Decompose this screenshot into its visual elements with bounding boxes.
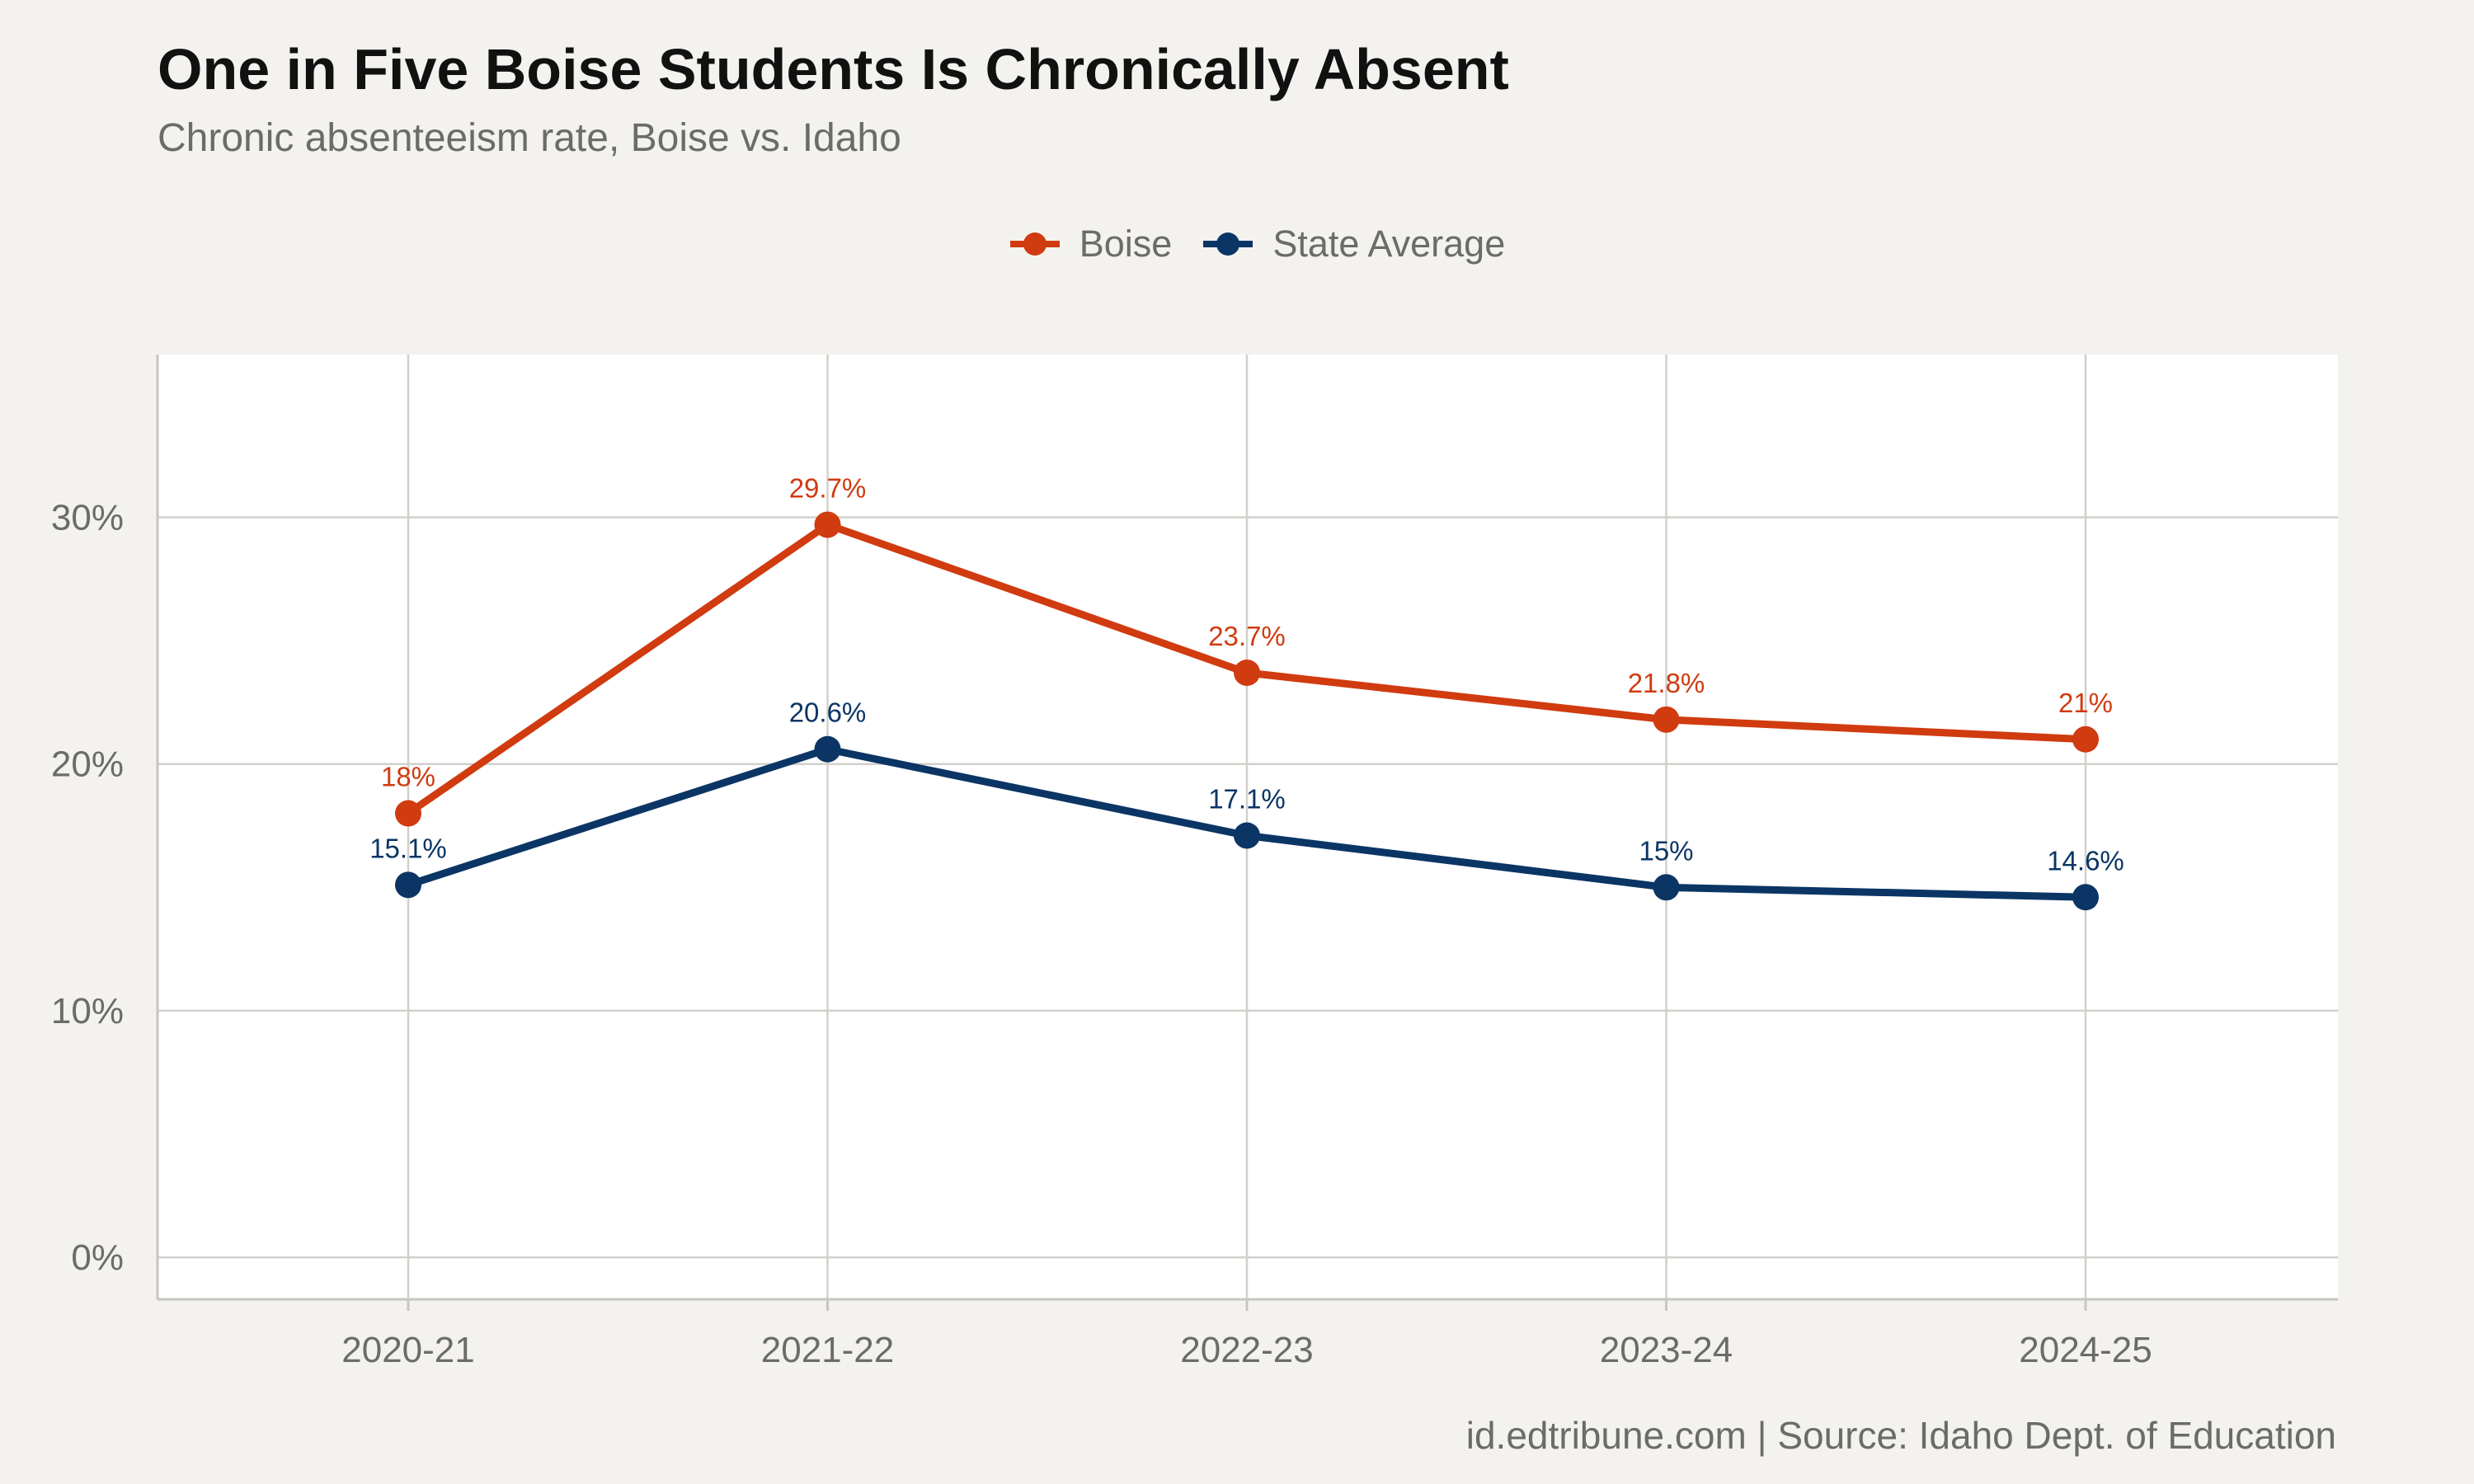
data-label-boise: 21%: [2058, 688, 2113, 718]
chart-caption: id.edtribune.com | Source: Idaho Dept. o…: [1465, 1414, 2336, 1457]
data-label-boise: 23.7%: [1208, 621, 1286, 651]
data-point-boise: [2072, 726, 2099, 753]
x-tick-label: 2020-21: [341, 1330, 474, 1370]
y-tick-label: 30%: [51, 497, 124, 538]
axis-tick-labels: 0% 10% 20% 30% 2020-21 2021-22 2022-23 2023-24 2…: [51, 497, 2152, 1370]
y-tick-label: 20%: [51, 744, 124, 785]
data-label-state-average: 15%: [1639, 835, 1693, 866]
legend-label-state-average: State Average: [1272, 223, 1506, 265]
data-label-state-average: 20.6%: [789, 697, 867, 728]
legend-key-state-average: [1203, 232, 1253, 256]
data-point-state-average: [1653, 874, 1680, 901]
x-tick-label: 2024-25: [2019, 1330, 2152, 1370]
data-point-boise: [395, 800, 421, 827]
data-label-boise: 29.7%: [789, 472, 867, 503]
legend-item-boise: Boise: [1009, 223, 1173, 265]
data-label-state-average: 17.1%: [1208, 783, 1286, 814]
legend-item-state-average: State Average: [1202, 223, 1505, 265]
x-tick-label: 2022-23: [1180, 1330, 1313, 1370]
series-boise: 18% 29.7% 23.7% 21.8% 21%: [381, 472, 2113, 827]
chart-title: One in Five Boise Students Is Chronicall…: [158, 37, 1509, 101]
data-label-state-average: 15.1%: [369, 833, 447, 863]
series-layer: 18%29.7%23.7%21.8%21%15.1%20.6%17.1%15% 1…: [369, 472, 2124, 911]
data-point-boise: [1653, 706, 1680, 733]
data-point-boise: [814, 511, 841, 538]
chart-subtitle: Chronic absenteeism rate, Boise vs. Idah…: [158, 116, 901, 160]
data-label-boise: 21.8%: [1628, 668, 1705, 698]
data-label-boise: 18%: [381, 762, 435, 792]
legend: Boise State Average: [0, 223, 2474, 265]
series-state-average: 15.1% 20.6% 17.1% 15% 14.6%: [369, 697, 2124, 911]
data-point-boise: [1234, 659, 1260, 686]
data-point-state-average: [1234, 822, 1260, 849]
legend-label-boise: Boise: [1079, 223, 1173, 265]
data-label-state-average: 14.6%: [2047, 845, 2124, 876]
data-point-state-average: [395, 871, 421, 899]
x-tick-label: 2023-24: [1600, 1330, 1733, 1370]
data-point-state-average: [2072, 884, 2099, 911]
y-tick-label: 0%: [71, 1237, 124, 1278]
y-tick-label: 10%: [51, 991, 124, 1031]
legend-key-boise: [1009, 232, 1060, 256]
data-point-state-average: [814, 735, 841, 763]
x-tick-label: 2021-22: [761, 1330, 894, 1370]
